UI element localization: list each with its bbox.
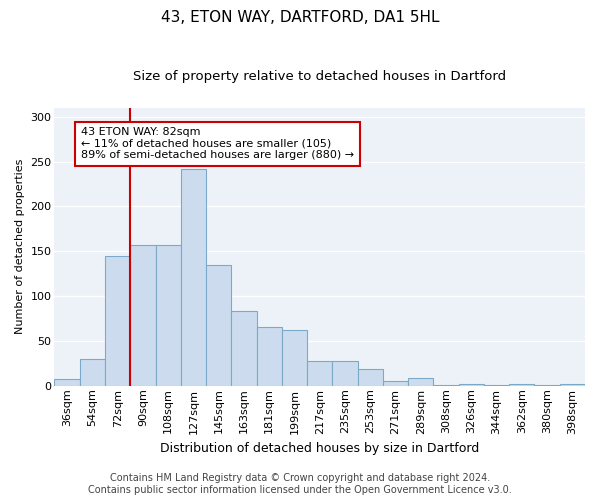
Bar — [458, 384, 484, 386]
Bar — [80, 359, 105, 386]
Text: Contains HM Land Registry data © Crown copyright and database right 2024.
Contai: Contains HM Land Registry data © Crown c… — [88, 474, 512, 495]
Bar — [408, 378, 433, 386]
Bar — [257, 328, 282, 386]
Bar — [484, 385, 509, 386]
Text: 43, ETON WAY, DARTFORD, DA1 5HL: 43, ETON WAY, DARTFORD, DA1 5HL — [161, 10, 439, 25]
Bar — [105, 256, 130, 386]
Bar — [535, 385, 560, 386]
Bar — [282, 330, 307, 386]
Bar — [358, 368, 383, 386]
Bar — [206, 264, 232, 386]
Bar — [307, 360, 332, 386]
Bar — [155, 245, 181, 386]
Title: Size of property relative to detached houses in Dartford: Size of property relative to detached ho… — [133, 70, 506, 83]
Bar — [55, 378, 80, 386]
Bar — [560, 384, 585, 386]
Bar — [433, 385, 458, 386]
Bar — [332, 360, 358, 386]
Bar — [130, 245, 155, 386]
Bar — [181, 169, 206, 386]
X-axis label: Distribution of detached houses by size in Dartford: Distribution of detached houses by size … — [160, 442, 479, 455]
Text: 43 ETON WAY: 82sqm
← 11% of detached houses are smaller (105)
89% of semi-detach: 43 ETON WAY: 82sqm ← 11% of detached hou… — [81, 127, 354, 160]
Y-axis label: Number of detached properties: Number of detached properties — [15, 159, 25, 334]
Bar — [232, 312, 257, 386]
Bar — [383, 382, 408, 386]
Bar — [509, 384, 535, 386]
